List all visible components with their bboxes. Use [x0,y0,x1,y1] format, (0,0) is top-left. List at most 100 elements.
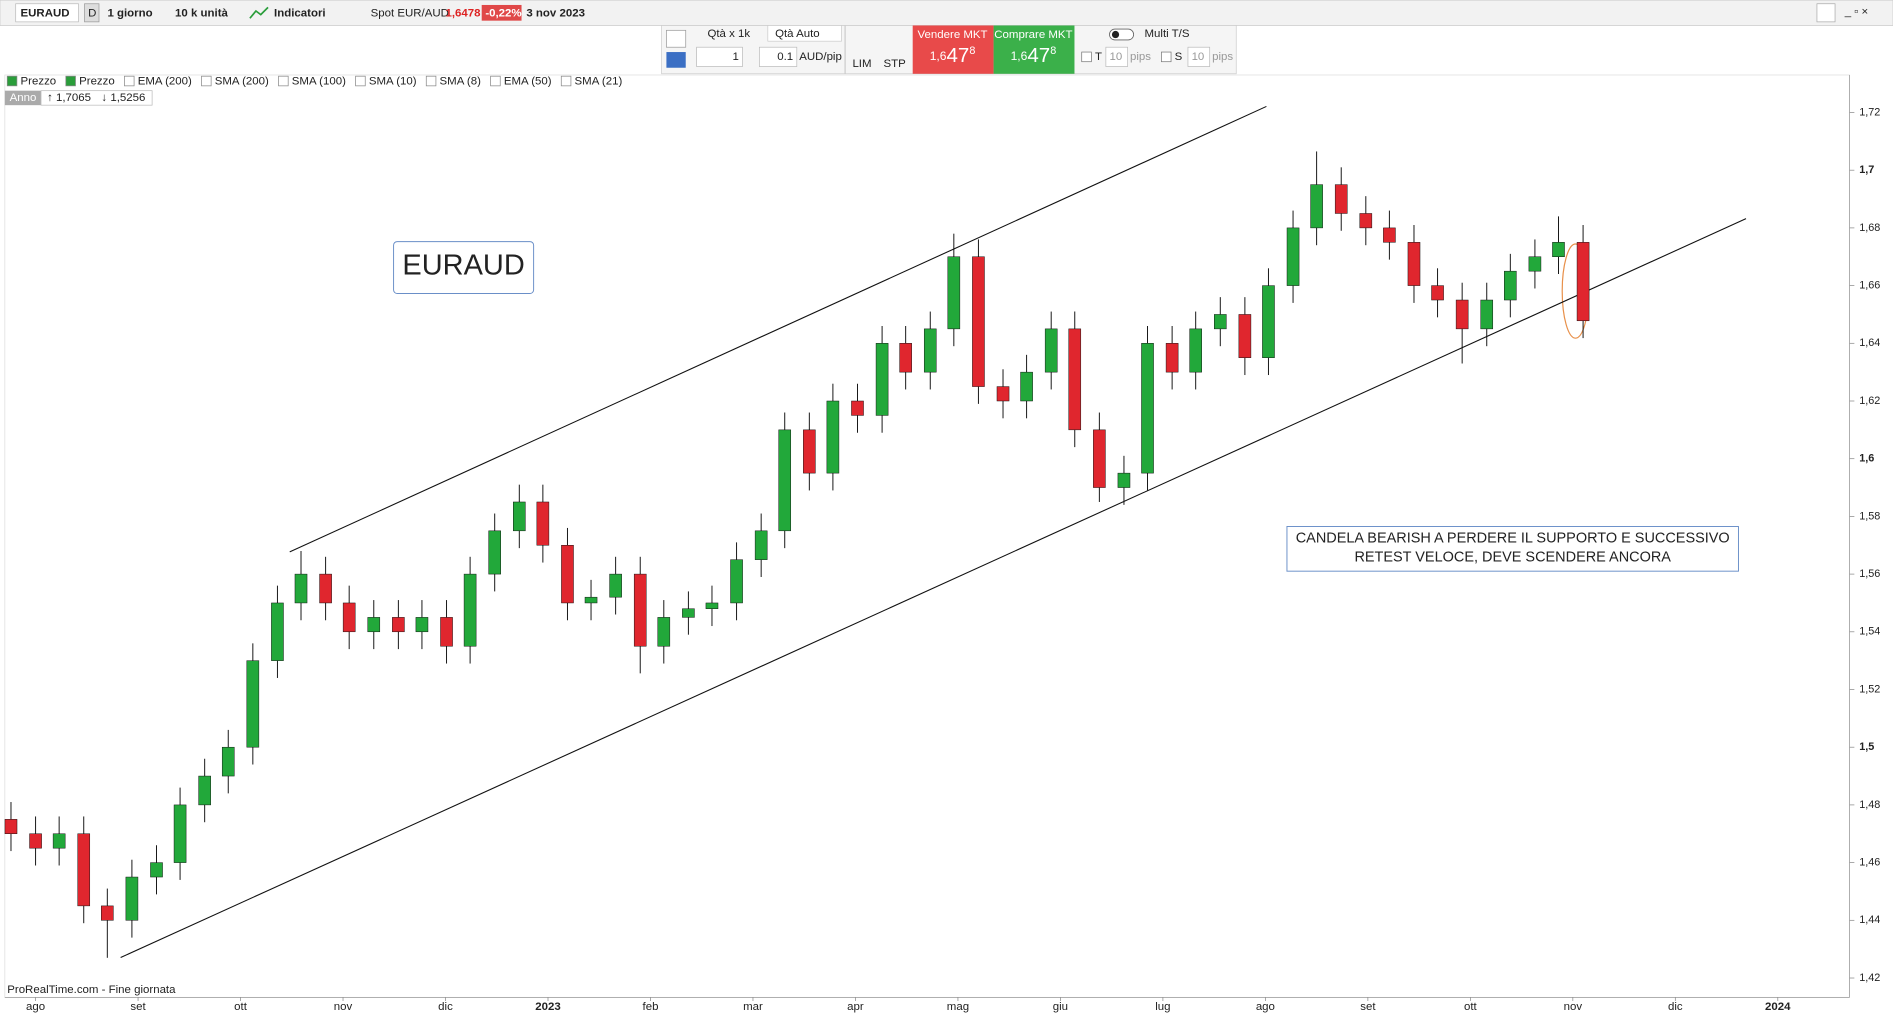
candle-body [851,400,864,416]
stp[interactable]: STP [883,58,906,70]
symbol[interactable]: EURAUD [21,7,70,19]
y-tick-label: 1,68 [1859,222,1880,234]
t-value[interactable]: 10 [1109,51,1122,63]
candle-body [1262,285,1275,358]
candle-body [1165,343,1179,373]
qty[interactable]: 1 [732,51,738,63]
x-tick-label: feb [643,1001,659,1013]
candle-body [1480,299,1494,330]
pip-value[interactable]: 0.1 [777,51,793,63]
buy-label[interactable]: Comprare MKT [994,29,1072,41]
range-label: Anno [10,92,37,104]
candle-body [996,386,1010,402]
x-tick-label: ago [26,1001,45,1013]
trendline [120,218,1747,959]
x-tick-label: 2023 [535,1001,560,1013]
legend-item: Prezzo [79,76,115,88]
legend-checkbox [124,75,135,87]
candle-body [1189,328,1202,373]
window-controls[interactable]: _ ▫ × [1844,6,1868,18]
candle-body [705,602,719,609]
buy-price[interactable]: 1,6478 [1011,44,1057,67]
y-tick-label: 1,5 [1859,741,1874,753]
x-tick-label: dic [438,1001,453,1013]
candle-body [463,573,477,647]
units[interactable]: 10 k unità [175,7,228,19]
symbol-box[interactable] [15,3,79,23]
candle-body [1044,328,1058,373]
candle-body [778,429,792,532]
x-tick-label: set [130,1001,146,1013]
candle-body [657,617,671,647]
candle-body [29,833,42,849]
qty-auto-box[interactable] [767,25,842,42]
candle-body [1383,227,1396,243]
settings-button[interactable] [666,29,687,48]
x-tick-label: set [1360,1001,1376,1013]
s-input[interactable] [1187,46,1211,67]
refresh[interactable] [1816,3,1836,23]
annotation-line: CANDELA BEARISH A PERDERE IL SUPPORTO E … [1296,530,1730,546]
y-tick-label: 1,6 [1859,453,1874,465]
legend-item: EMA (50) [504,76,552,88]
sell-button[interactable] [912,25,994,74]
keyboard-button[interactable] [666,52,686,68]
legend-checkbox [355,75,366,87]
legend-checkbox [425,75,437,87]
s-value[interactable]: 10 [1192,51,1205,63]
pip-input[interactable] [759,46,798,67]
indicators[interactable]: Indicatori [274,7,326,19]
y-tick-label: 1,72 [1859,106,1880,118]
date: 3 nov 2023 [526,7,585,19]
qty-auto[interactable]: Qtà Auto [775,28,820,40]
candle-body [319,573,332,604]
sell-label[interactable]: Vendere MKT [918,29,988,41]
candle-body [1504,270,1517,301]
lim[interactable]: LIM [852,58,871,70]
buy-button[interactable] [993,25,1075,74]
footer: ProRealTime.com - Fine giornata [7,984,176,996]
t-checkbox[interactable] [1081,51,1092,63]
sell-price[interactable]: 1,6478 [930,44,976,67]
range-box [4,90,42,106]
legend-item: Prezzo [21,76,57,88]
candle-body [271,602,284,661]
candle-body [754,530,768,560]
period-box[interactable] [84,3,100,23]
candle-body [584,596,598,604]
toggle-knob [1111,30,1120,39]
period-code[interactable]: D [88,7,96,19]
candle-body [1455,299,1469,330]
s-checkbox[interactable] [1161,51,1172,63]
legend-checkbox [278,75,289,87]
y-tick-label: 1,62 [1859,395,1880,407]
candles [4,105,1747,959]
candle-body [1117,472,1131,488]
y-tick-label: 1,58 [1859,510,1880,522]
legend-item: SMA (8) [440,76,482,88]
period[interactable]: 1 giorno [107,7,152,19]
change: -0,22% [485,7,521,19]
x-tick-label: ott [1464,1001,1478,1013]
qty-input[interactable] [696,46,743,67]
candle-body [609,573,622,598]
range-values [40,90,153,106]
indicators-icon[interactable] [249,6,269,19]
candle-body [1528,256,1542,272]
multi: Multi T/S [1144,28,1189,40]
legend-checkbox [201,75,212,87]
trendline [289,105,1267,553]
range-high: ↑ 1,7065 [47,92,91,104]
legend-checkbox [560,75,572,87]
candle-body [52,833,66,849]
candle-body [246,660,260,748]
annotation-box [1286,526,1739,572]
legend-checkbox [65,75,76,87]
candle-body [1068,328,1082,431]
candle-body [342,602,356,633]
t-unit: pips [1130,51,1151,63]
legend-item: SMA (10) [369,76,417,88]
candle-body [1214,314,1227,330]
t-input[interactable] [1105,46,1128,67]
y-tick-label: 1,56 [1859,568,1880,580]
